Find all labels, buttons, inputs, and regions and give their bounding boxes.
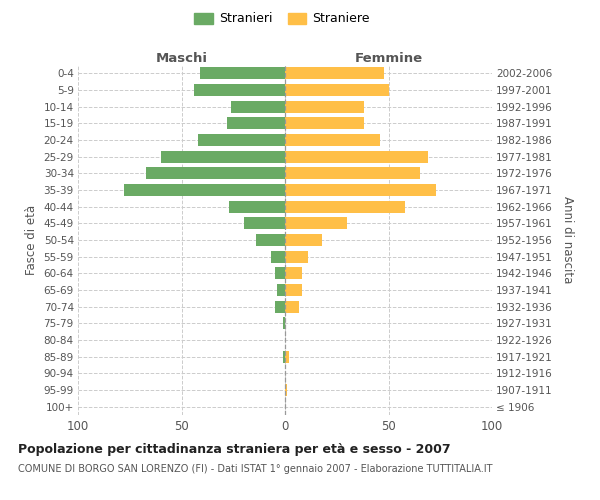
Bar [283,318,285,330]
Bar [285,250,308,262]
Bar [285,118,364,130]
Legend: Stranieri, Straniere: Stranieri, Straniere [190,8,374,29]
Bar [271,250,285,262]
Bar [285,350,289,362]
Bar [285,150,428,162]
Bar [285,284,302,296]
Bar [285,218,347,230]
Bar [227,118,285,130]
Bar [194,84,285,96]
Bar [285,84,389,96]
Text: Femmine: Femmine [355,52,422,65]
Bar [200,68,285,80]
Bar [285,100,364,112]
Bar [198,134,285,146]
Bar [285,168,419,179]
Y-axis label: Anni di nascita: Anni di nascita [561,196,574,284]
Bar [283,350,285,362]
Bar [275,300,285,312]
Bar [256,234,285,246]
Text: COMUNE DI BORGO SAN LORENZO (FI) - Dati ISTAT 1° gennaio 2007 - Elaborazione TUT: COMUNE DI BORGO SAN LORENZO (FI) - Dati … [18,464,493,474]
Bar [124,184,285,196]
Y-axis label: Fasce di età: Fasce di età [25,205,38,275]
Bar [285,134,380,146]
Bar [229,200,285,212]
Bar [275,268,285,280]
Bar [285,384,287,396]
Bar [231,100,285,112]
Bar [277,284,285,296]
Bar [244,218,285,230]
Bar [285,268,302,280]
Bar [285,184,436,196]
Bar [285,200,405,212]
Bar [146,168,285,179]
Bar [285,234,322,246]
Text: Maschi: Maschi [155,52,208,65]
Bar [285,300,299,312]
Text: Popolazione per cittadinanza straniera per età e sesso - 2007: Popolazione per cittadinanza straniera p… [18,442,451,456]
Bar [161,150,285,162]
Bar [285,68,385,80]
